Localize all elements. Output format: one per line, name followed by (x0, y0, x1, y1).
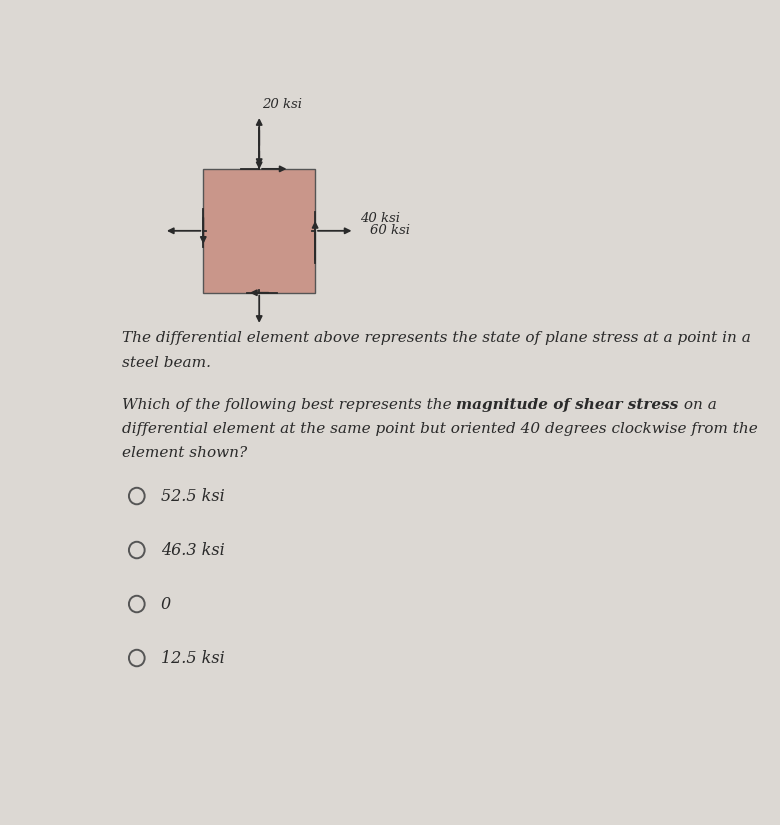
Text: magnitude of shear stress: magnitude of shear stress (456, 398, 679, 412)
Text: steel beam.: steel beam. (122, 356, 211, 370)
Text: 0: 0 (161, 596, 171, 612)
Text: differential element at the same point but oriented 40 degrees clockwise from th: differential element at the same point b… (122, 422, 757, 436)
Text: The differential element above represents the state of plane stress at a point i: The differential element above represent… (122, 331, 750, 345)
Text: 12.5 ksi: 12.5 ksi (161, 649, 225, 667)
Text: 60 ksi: 60 ksi (370, 224, 410, 238)
FancyBboxPatch shape (204, 169, 315, 293)
Text: 52.5 ksi: 52.5 ksi (161, 488, 225, 505)
Text: 20 ksi: 20 ksi (262, 98, 302, 111)
Text: Which of the following best represents the: Which of the following best represents t… (122, 398, 456, 412)
Text: element shown?: element shown? (122, 446, 246, 460)
Text: 46.3 ksi: 46.3 ksi (161, 541, 225, 559)
Text: on a: on a (679, 398, 717, 412)
Text: 40 ksi: 40 ksi (360, 211, 400, 224)
